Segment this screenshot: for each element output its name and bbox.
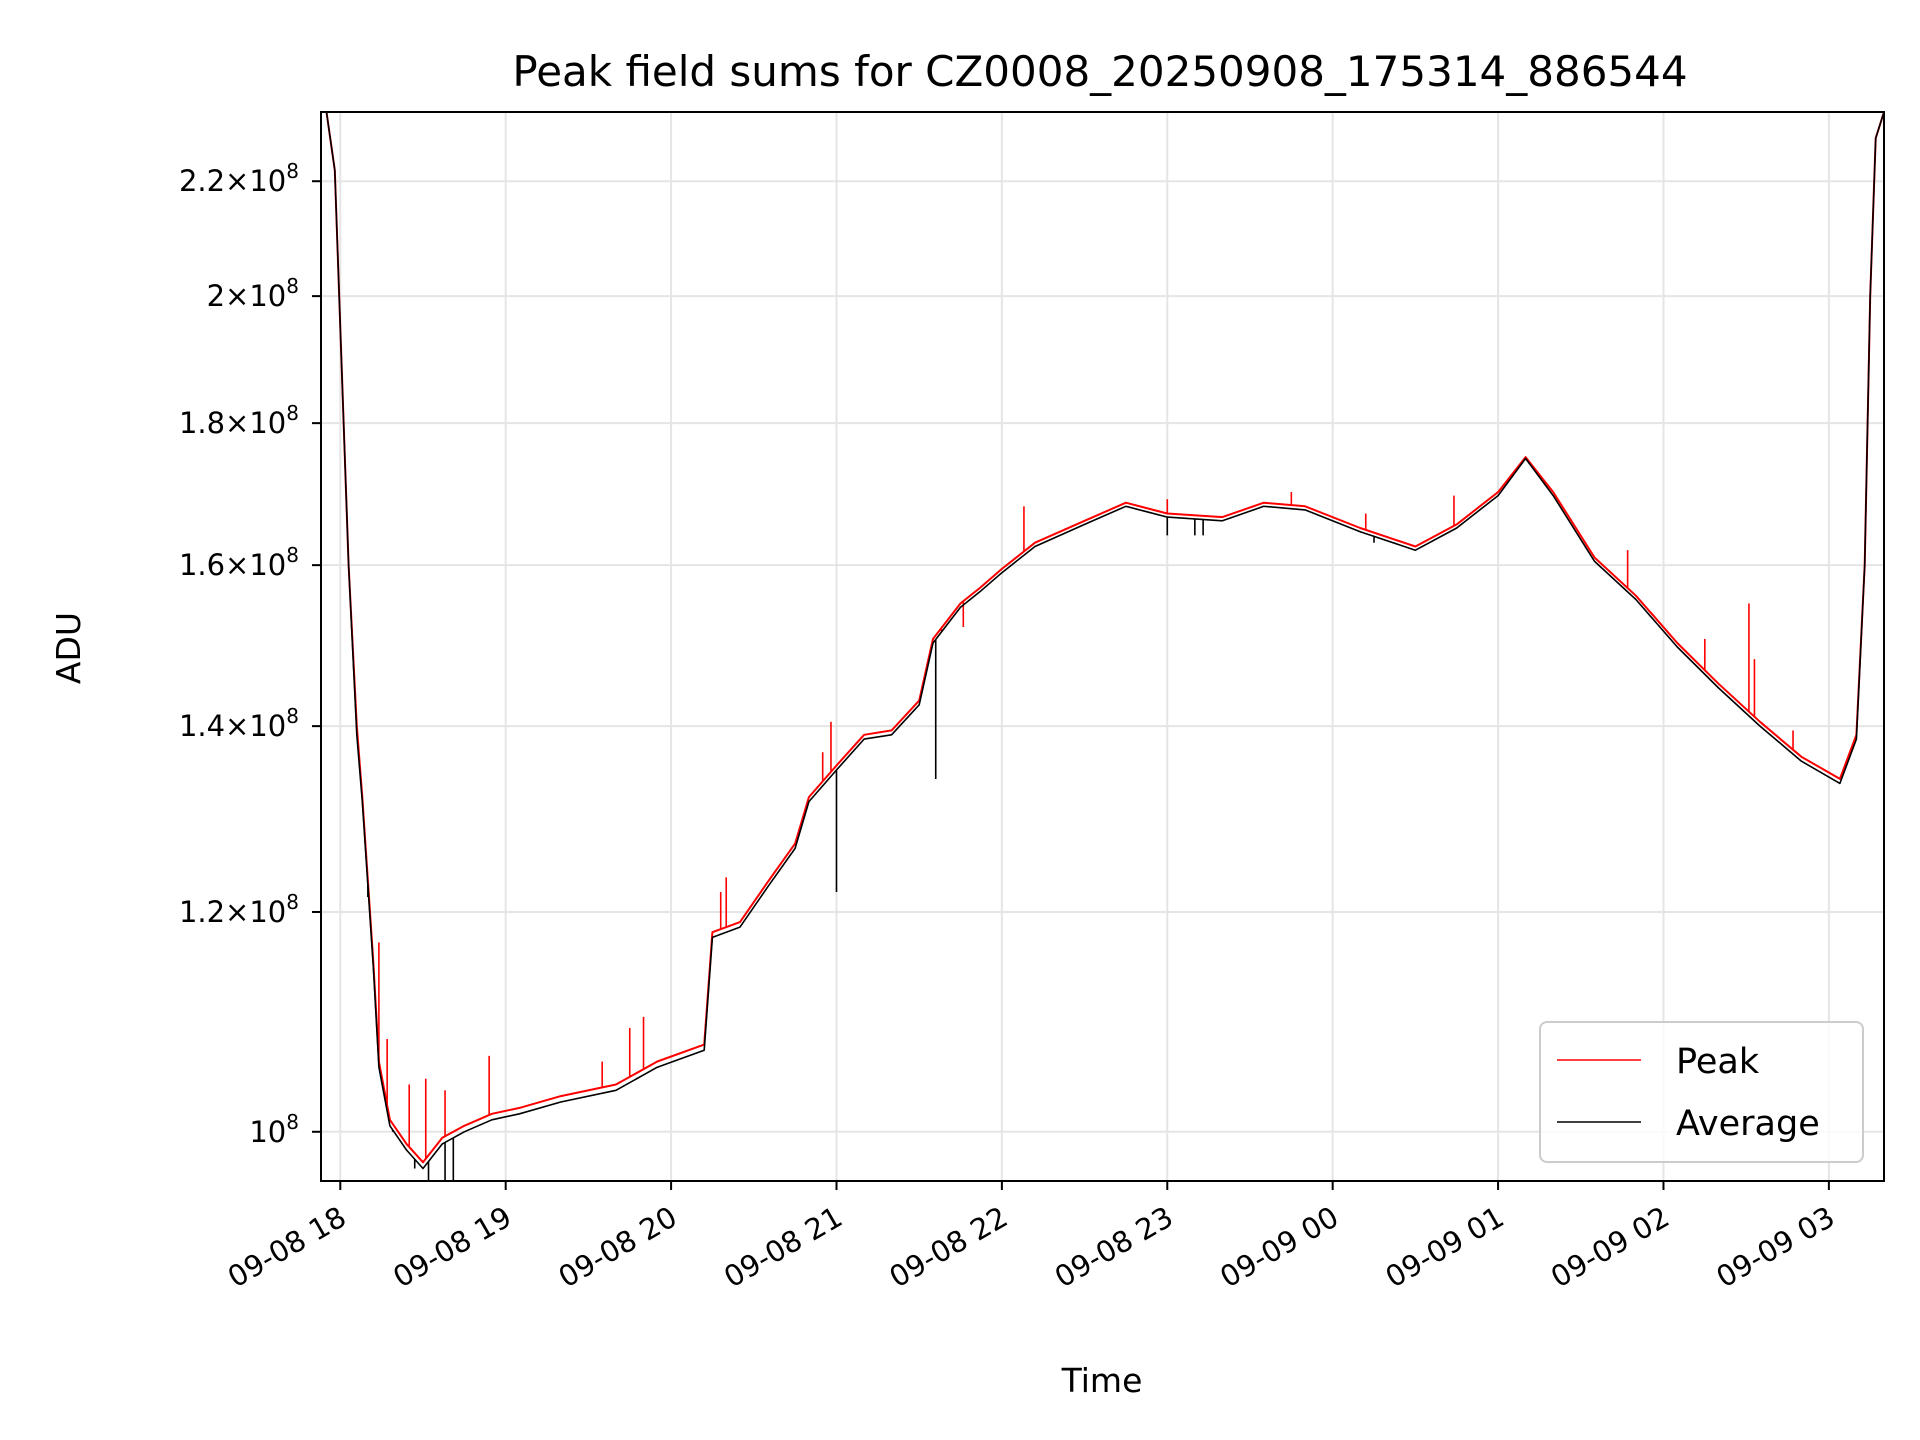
y-tick-label: 1.4×108 bbox=[179, 704, 299, 743]
y-axis: 108 1.2×108 1.4×108 1.6×108 1.8×108 2×108 2.2×… bbox=[179, 159, 321, 1149]
y-tick-label: 1.2×108 bbox=[179, 890, 299, 929]
plot-frame bbox=[320, 111, 1885, 1182]
legend-box bbox=[1539, 1021, 1864, 1163]
y-tick-label: 1.8×108 bbox=[179, 401, 299, 440]
series-line-peak bbox=[321, 112, 1884, 1164]
series-line-average bbox=[321, 112, 1884, 1170]
legend-label-average: Average bbox=[1676, 1104, 1820, 1144]
series-layer bbox=[321, 112, 1884, 1181]
x-axis-title: Time bbox=[1061, 1361, 1143, 1400]
y-tick-label: 108 bbox=[249, 1110, 299, 1149]
chart-title: Peak field sums for CZ0008_20250908_1753… bbox=[512, 47, 1687, 96]
y-tick-label: 2.2×108 bbox=[179, 159, 299, 198]
y-axis-title: ADU bbox=[49, 612, 88, 684]
legend-label-peak: Peak bbox=[1676, 1042, 1760, 1082]
legend: Peak Average bbox=[1539, 1021, 1864, 1163]
y-tick-label: 1.6×108 bbox=[179, 543, 299, 582]
y-tick-label: 2×108 bbox=[207, 274, 299, 313]
